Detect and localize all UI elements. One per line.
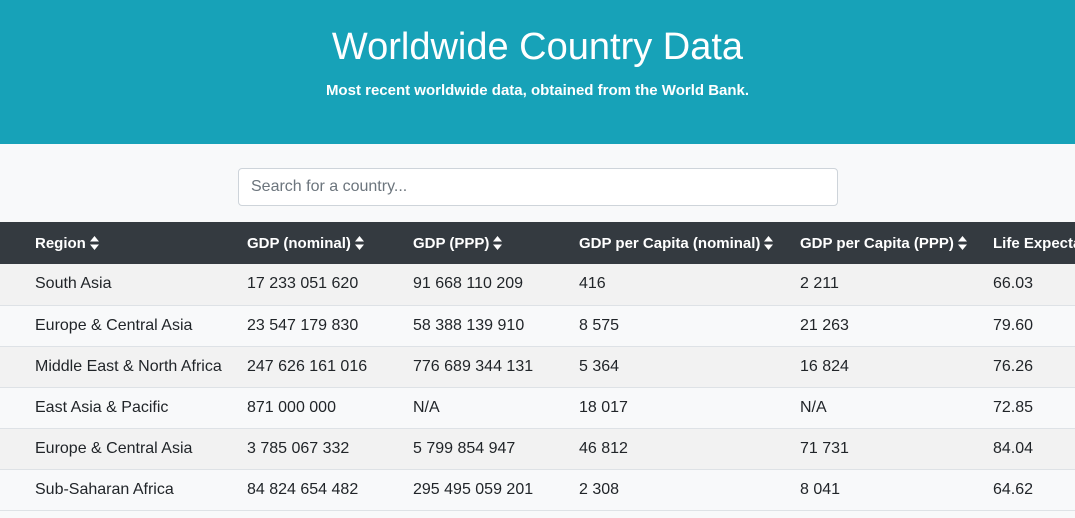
table-body: South Asia 17 233 051 620 91 668 110 209… [0,264,1075,510]
cell-gdp-per-capita-nominal: 416 [579,275,606,293]
cell-gdp-ppp: 776 689 344 131 [413,357,534,375]
page-title: Worldwide Country Data [331,26,744,68]
row-spacer [0,305,23,346]
cell-gdp-per-capita-nominal: 8 575 [579,316,620,334]
cell-gdp-nominal: 23 547 179 830 [247,316,359,334]
table-header: Region GDP (nominal) GDP (PPP) GDP per C… [0,222,1075,264]
sort-icon [493,235,503,250]
sort-icon [89,235,99,250]
cell-gdp-nominal: 3 785 067 332 [247,439,350,457]
table-row[interactable]: Europe & Central Asia 23 547 179 830 58 … [0,305,1075,346]
table-row[interactable]: Middle East & North Africa 247 626 161 0… [0,346,1075,387]
cell-gdp-per-capita-nominal: 46 812 [579,439,628,457]
cell-gdp-per-capita-ppp: 8 041 [800,480,841,498]
cell-region: Middle East & North Africa [35,357,222,375]
cell-region: Europe & Central Asia [35,439,193,457]
row-spacer [0,428,23,469]
cell-gdp-per-capita-ppp: N/A [800,398,827,416]
page-header: Worldwide Country Data Most recent world… [0,0,1075,144]
column-header-region[interactable]: Region [23,222,235,264]
header-spacer [0,222,23,264]
country-table: Region GDP (nominal) GDP (PPP) GDP per C… [0,222,1075,511]
cell-gdp-per-capita-ppp: 21 263 [800,316,849,334]
cell-gdp-ppp: N/A [413,398,440,416]
country-table-container[interactable]: Region GDP (nominal) GDP (PPP) GDP per C… [0,222,1075,518]
row-spacer [0,469,23,510]
column-header-label: GDP per Capita (PPP) [800,234,954,252]
cell-life-expectancy: 72.85 [993,398,1034,416]
column-header-label: Life Expectancy [993,234,1075,252]
cell-gdp-nominal: 17 233 051 620 [247,275,359,293]
table-row[interactable]: South Asia 17 233 051 620 91 668 110 209… [0,264,1075,305]
cell-life-expectancy: 84.04 [993,439,1034,457]
sort-icon [354,235,364,250]
cell-region: East Asia & Pacific [35,398,169,416]
column-header-gdp-per-capita-ppp[interactable]: GDP per Capita (PPP) [788,222,981,264]
cell-gdp-per-capita-nominal: 18 017 [579,398,628,416]
column-header-label: GDP (nominal) [247,234,351,252]
page-subtitle: Most recent worldwide data, obtained fro… [325,82,750,99]
cell-region: Europe & Central Asia [35,316,193,334]
cell-gdp-ppp: 58 388 139 910 [413,316,525,334]
cell-gdp-nominal: 247 626 161 016 [247,357,368,375]
cell-gdp-ppp: 295 495 059 201 [413,480,534,498]
sort-icon [764,235,774,250]
cell-region: South Asia [35,275,112,293]
cell-gdp-per-capita-ppp: 16 824 [800,357,849,375]
cell-life-expectancy: 66.03 [993,275,1034,293]
cell-gdp-ppp: 91 668 110 209 [413,275,524,293]
table-row[interactable]: Europe & Central Asia 3 785 067 332 5 79… [0,428,1075,469]
cell-gdp-per-capita-nominal: 2 308 [579,480,620,498]
sort-icon [957,235,967,250]
column-header-gdp-per-capita-nominal[interactable]: GDP per Capita (nominal) [567,222,788,264]
table-header-row: Region GDP (nominal) GDP (PPP) GDP per C… [0,222,1075,264]
row-spacer [0,346,23,387]
cell-region: Sub-Saharan Africa [35,480,174,498]
column-header-label: Region [35,234,86,252]
column-header-gdp-ppp[interactable]: GDP (PPP) [401,222,567,264]
row-spacer [0,387,23,428]
column-header-label: GDP (PPP) [413,234,490,252]
cell-gdp-ppp: 5 799 854 947 [413,439,516,457]
cell-gdp-per-capita-nominal: 5 364 [579,357,620,375]
cell-life-expectancy: 76.26 [993,357,1034,375]
row-spacer [0,264,23,305]
cell-gdp-nominal: 871 000 000 [247,398,336,416]
cell-life-expectancy: 79.60 [993,316,1034,334]
table-row[interactable]: East Asia & Pacific 871 000 000 N/A 18 0… [0,387,1075,428]
column-header-gdp-nominal[interactable]: GDP (nominal) [235,222,401,264]
column-header-label: GDP per Capita (nominal) [579,234,761,252]
search-container [238,168,838,206]
search-input[interactable] [238,168,838,206]
cell-gdp-per-capita-ppp: 2 211 [800,275,839,293]
column-header-life-expectancy[interactable]: Life Expectancy [981,222,1075,264]
cell-gdp-per-capita-ppp: 71 731 [800,439,849,457]
table-row[interactable]: Sub-Saharan Africa 84 824 654 482 295 49… [0,469,1075,510]
cell-gdp-nominal: 84 824 654 482 [247,480,359,498]
cell-life-expectancy: 64.62 [993,480,1034,498]
